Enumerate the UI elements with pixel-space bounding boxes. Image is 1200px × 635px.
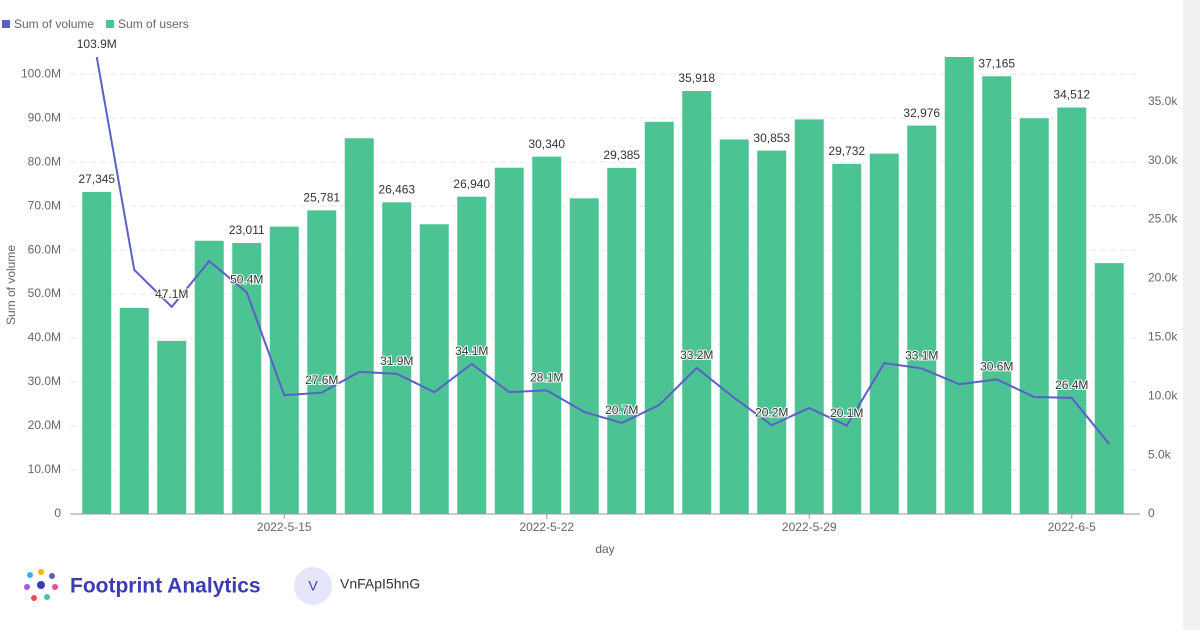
legend-label: Sum of volume bbox=[14, 17, 94, 31]
y-tick-label: 30.0M bbox=[28, 374, 61, 388]
data-label: 47.1M bbox=[155, 287, 188, 301]
data-label: 23,011 bbox=[229, 223, 265, 237]
data-label: 103.9M bbox=[77, 37, 117, 51]
x-tick-label: 2022-6-5 bbox=[1048, 520, 1096, 534]
bar bbox=[232, 242, 262, 514]
bar bbox=[644, 121, 674, 514]
data-label: 25,781 bbox=[303, 191, 340, 205]
data-label: 32,976 bbox=[903, 106, 940, 120]
data-label: 28.1M bbox=[530, 371, 563, 385]
bar bbox=[944, 57, 974, 514]
avatar: V bbox=[308, 578, 318, 594]
legend-swatch bbox=[106, 20, 115, 28]
data-label: 29,385 bbox=[603, 148, 640, 162]
y-tick-label: 90.0M bbox=[28, 110, 61, 124]
bar bbox=[494, 167, 524, 514]
user-name: VnFApI5hnG bbox=[340, 576, 420, 592]
y-tick-label: 10.0M bbox=[28, 462, 61, 476]
y-tick-label: 40.0M bbox=[28, 330, 61, 344]
bar bbox=[794, 119, 824, 514]
y-tick-label: 80.0M bbox=[28, 154, 61, 168]
data-label: 30,340 bbox=[528, 137, 565, 151]
line bbox=[95, 56, 1111, 445]
bar bbox=[419, 224, 449, 515]
data-label: 26,940 bbox=[453, 177, 490, 191]
y2-tick-label: 25.0k bbox=[1148, 212, 1178, 226]
bar bbox=[119, 307, 149, 514]
bar bbox=[1057, 107, 1087, 515]
bar bbox=[607, 167, 637, 514]
bar bbox=[682, 90, 712, 515]
bar bbox=[907, 125, 937, 515]
scrollbar bbox=[1183, 0, 1200, 630]
logo bbox=[24, 569, 58, 601]
y-tick-label: 0 bbox=[54, 506, 61, 520]
y2-tick-label: 15.0k bbox=[1148, 329, 1178, 343]
data-label: 27,345 bbox=[78, 172, 115, 186]
x-tick-label: 2022-5-15 bbox=[257, 520, 312, 534]
y-tick-label: 70.0M bbox=[28, 198, 61, 212]
y2-tick-label: 30.0k bbox=[1148, 153, 1178, 167]
x-axis-title: day bbox=[595, 542, 614, 556]
bar bbox=[532, 156, 562, 515]
bar bbox=[382, 202, 412, 514]
data-label: 20.2M bbox=[755, 405, 788, 419]
bar bbox=[982, 76, 1012, 515]
x-tick-label: 2022-5-22 bbox=[519, 520, 574, 534]
bar bbox=[157, 340, 187, 514]
y2-tick-label: 35.0k bbox=[1148, 94, 1178, 108]
data-label: 33.2M bbox=[680, 348, 713, 362]
data-label: 35,918 bbox=[678, 71, 715, 85]
avatar-bg bbox=[294, 567, 332, 605]
bar bbox=[719, 139, 749, 514]
data-label: 26.4M bbox=[1055, 378, 1088, 392]
data-label: 20.1M bbox=[830, 406, 863, 420]
y-tick-label: 20.0M bbox=[28, 418, 61, 432]
bar bbox=[1094, 263, 1124, 514]
data-label: 30.6M bbox=[980, 360, 1013, 374]
data-label: 34,512 bbox=[1053, 88, 1090, 102]
legend-label: Sum of users bbox=[118, 17, 189, 31]
y2-tick-label: 10.0k bbox=[1148, 388, 1178, 402]
x-tick-label: 2022-5-29 bbox=[782, 520, 837, 534]
data-label: 30,853 bbox=[753, 131, 790, 145]
legend-swatch bbox=[2, 20, 10, 28]
bar bbox=[1019, 118, 1049, 514]
bar bbox=[457, 196, 487, 515]
data-label: 26,463 bbox=[378, 182, 415, 196]
data-label: 50.4M bbox=[230, 272, 263, 286]
bar bbox=[344, 138, 374, 514]
data-label: 29,732 bbox=[828, 144, 865, 158]
y2-tick-label: 0 bbox=[1148, 506, 1155, 520]
bar bbox=[757, 150, 787, 515]
data-label: 27.6M bbox=[305, 373, 338, 387]
brand: Footprint Analytics bbox=[70, 575, 261, 598]
bar bbox=[832, 163, 862, 514]
bar bbox=[869, 153, 899, 515]
y-tick-label: 60.0M bbox=[28, 242, 61, 256]
data-label: 20.7M bbox=[605, 403, 638, 417]
y2-tick-label: 5.0k bbox=[1148, 447, 1172, 461]
data-label: 34.1M bbox=[455, 344, 488, 358]
y-axis-title: Sum of volume bbox=[4, 245, 18, 325]
data-label: 37,165 bbox=[978, 56, 1015, 70]
bar bbox=[194, 240, 224, 515]
data-label: 31.9M bbox=[380, 354, 413, 368]
data-label: 33.1M bbox=[905, 349, 938, 363]
y-tick-label: 100.0M bbox=[21, 66, 61, 80]
bar bbox=[307, 210, 337, 514]
bar bbox=[569, 198, 599, 514]
bar bbox=[82, 191, 112, 514]
y-tick-label: 50.0M bbox=[28, 286, 61, 300]
y2-tick-label: 20.0k bbox=[1148, 271, 1178, 285]
